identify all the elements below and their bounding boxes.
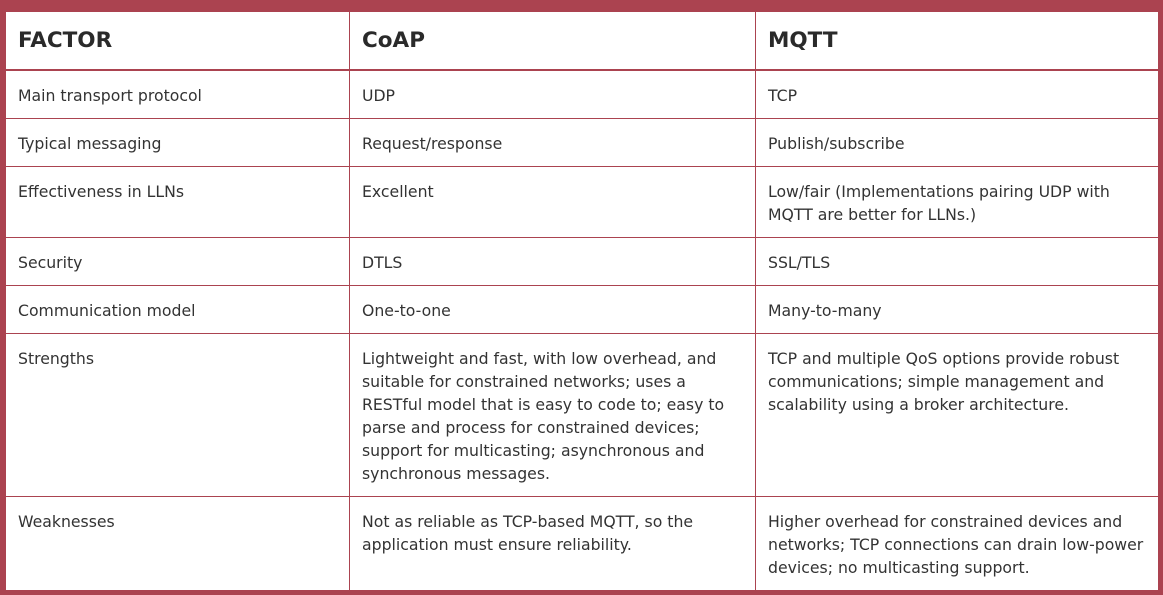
mqtt-cell: TCP <box>755 69 1159 119</box>
factor-cell: Weaknesses <box>5 495 350 591</box>
mqtt-cell: Publish/subscribe <box>755 117 1159 167</box>
table-row: Effectiveness in LLNs Excellent Low/fair… <box>5 165 1159 238</box>
header-factor: FACTOR <box>5 11 350 71</box>
table-row: Security DTLS SSL/TLS <box>5 236 1159 286</box>
table-row: Weaknesses Not as reliable as TCP-based … <box>5 495 1159 591</box>
coap-cell: Excellent <box>349 165 756 238</box>
table-row: Main transport protocol UDP TCP <box>5 69 1159 119</box>
factor-cell: Effectiveness in LLNs <box>5 165 350 238</box>
comparison-table: FACTOR CoAP MQTT Main transport protocol… <box>5 11 1159 591</box>
factor-cell: Main transport protocol <box>5 69 350 119</box>
factor-cell: Strengths <box>5 332 350 497</box>
factor-cell: Security <box>5 236 350 286</box>
coap-cell: Not as reliable as TCP-based MQTT, so th… <box>349 495 756 591</box>
coap-cell: DTLS <box>349 236 756 286</box>
mqtt-cell: TCP and multiple QoS options provide rob… <box>755 332 1159 497</box>
factor-cell: Typical messaging <box>5 117 350 167</box>
header-coap: CoAP <box>349 11 756 71</box>
coap-cell: UDP <box>349 69 756 119</box>
mqtt-cell: Low/fair (Implementations pairing UDP wi… <box>755 165 1159 238</box>
table-row: Strengths Lightweight and fast, with low… <box>5 332 1159 497</box>
mqtt-cell: Many-to-many <box>755 284 1159 334</box>
table-row: Communication model One-to-one Many-to-m… <box>5 284 1159 334</box>
coap-cell: Request/response <box>349 117 756 167</box>
header-mqtt: MQTT <box>755 11 1159 71</box>
factor-cell: Communication model <box>5 284 350 334</box>
coap-cell: Lightweight and fast, with low overhead,… <box>349 332 756 497</box>
table-row: Typical messaging Request/response Publi… <box>5 117 1159 167</box>
coap-cell: One-to-one <box>349 284 756 334</box>
header-row: FACTOR CoAP MQTT <box>5 11 1159 71</box>
mqtt-cell: Higher overhead for constrained devices … <box>755 495 1159 591</box>
mqtt-cell: SSL/TLS <box>755 236 1159 286</box>
